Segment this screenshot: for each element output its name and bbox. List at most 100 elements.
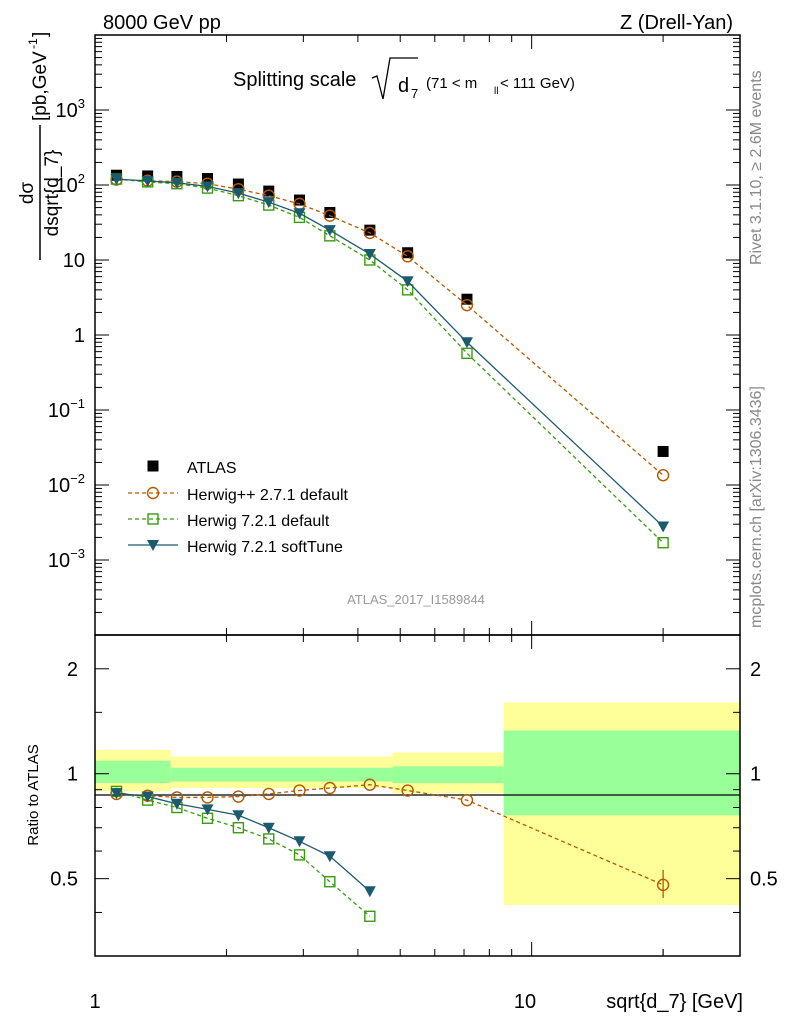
ratio-point	[363, 778, 377, 791]
ratio-band-stat	[392, 766, 504, 784]
data-point	[263, 185, 275, 197]
ratio-point	[293, 836, 306, 848]
legend-label: Herwig 7.2.1 softTune	[187, 539, 343, 556]
ratio-point	[232, 790, 245, 803]
legend-marker	[146, 486, 160, 500]
data-point	[460, 298, 474, 312]
ratio-tick-label-right: 2	[750, 659, 761, 681]
data-point	[401, 276, 414, 288]
plot-title-symbol-sub: 7	[411, 86, 418, 101]
x-tick-labels: 1 10	[89, 991, 536, 1013]
data-point	[323, 225, 336, 237]
ratio-point	[263, 833, 275, 845]
ratio-point	[324, 876, 336, 888]
data-point	[110, 174, 123, 186]
data-point	[170, 177, 183, 189]
ratio-tick-label-left: 2	[67, 659, 78, 681]
legend-marker-atlas	[147, 460, 159, 472]
legend-item-atlas: ATLAS	[147, 460, 237, 477]
y-axis-label-top: dσ dsqrt{d_7} [pb,GeV -1 ]	[17, 32, 63, 260]
x-tick-label: 1	[89, 991, 100, 1013]
series-line	[116, 178, 664, 544]
data-point	[657, 445, 669, 457]
ratio-band-stat	[95, 760, 171, 784]
data-point	[294, 194, 306, 206]
data-point	[657, 521, 670, 533]
data-point	[363, 226, 377, 240]
y-tick-label: 10−3	[48, 546, 85, 572]
y-tick-label: 1	[74, 325, 85, 347]
series-line	[116, 178, 664, 527]
legend-marker	[147, 540, 159, 551]
legend-marker	[147, 460, 159, 472]
ratio-point	[262, 822, 275, 834]
y-tick-label: 10−1	[48, 396, 85, 422]
legend-marker	[147, 513, 159, 525]
data-point	[141, 176, 154, 188]
header-right: Z (Drell-Yan)	[620, 12, 733, 34]
y-tick-label: 103	[56, 96, 85, 122]
y-label-den: dsqrt{d_7}	[42, 150, 63, 237]
ratio-point	[232, 810, 245, 822]
ratio-tick-label-left: 1	[67, 764, 78, 786]
legend-item-herwig7-softtune: Herwig 7.2.1 softTune	[128, 539, 343, 556]
main-series	[110, 169, 670, 549]
ratio-tick-label-left: 0.5	[50, 869, 78, 891]
data-point	[142, 170, 154, 182]
ratio-point	[401, 784, 414, 797]
data-point	[460, 337, 473, 349]
data-point	[262, 197, 275, 209]
ratio-band-stat	[503, 730, 740, 816]
data-point	[323, 209, 337, 222]
data-point	[232, 188, 245, 200]
y-tick-label: 10−2	[48, 471, 85, 497]
legend-marker-herwig7-softtune	[128, 540, 178, 551]
plot-title-symbol: d	[398, 75, 409, 97]
ratio-point	[201, 791, 214, 804]
data-point	[657, 537, 669, 549]
ratio-point	[232, 822, 245, 834]
mcplots-label: mcplots.cern.ch [arXiv:1306.3436]	[748, 386, 765, 628]
plot-title: Splitting scale d 7 (71 < m ll < 111 GeV…	[233, 57, 575, 101]
data-point	[363, 249, 376, 261]
y-tick-labels-bottom: 2 1 0.5 2 1 0.5	[50, 659, 778, 891]
ratio-point	[293, 849, 306, 861]
legend-item-herwigpp: Herwig++ 2.7.1 default	[128, 486, 349, 504]
x-tick-label: 10	[514, 991, 536, 1013]
ratio-point	[262, 787, 275, 801]
ratio-bands	[95, 702, 740, 906]
x-axis-label: sqrt{d_7} [GeV]	[606, 991, 743, 1013]
data-point	[401, 250, 414, 263]
data-point	[324, 206, 336, 218]
sqrt-symbol	[371, 57, 418, 100]
legend-item-herwig7-default: Herwig 7.2.1 default	[128, 513, 330, 530]
plot-title-cut-sub: ll	[494, 86, 498, 97]
y-label-unit-sup: -1	[26, 38, 40, 49]
ratio-point	[201, 804, 214, 816]
axes	[94, 34, 741, 957]
series-line	[116, 178, 664, 476]
y-label-unit-end: ]	[30, 32, 51, 37]
legend-label: Herwig++ 2.7.1 default	[187, 487, 349, 504]
y-label-num: dσ	[17, 182, 38, 205]
legend-marker-herwig7-default	[128, 513, 178, 525]
ratio-tick-label-right: 0.5	[750, 869, 778, 891]
y-label-unit: [pb,GeV	[30, 51, 51, 121]
rivet-label: Rivet 3.1.10, ≥ 2.6M events	[748, 70, 765, 265]
ratio-point	[141, 791, 154, 803]
ratio-point	[460, 793, 474, 807]
ratio-point	[110, 788, 123, 800]
data-point	[293, 208, 306, 220]
ratio-point	[293, 784, 306, 797]
data-point	[461, 347, 473, 360]
ratio-series	[110, 778, 670, 922]
ratio-band-stat	[170, 767, 393, 782]
ratio-point	[364, 910, 376, 922]
legend-label: Herwig 7.2.1 default	[187, 513, 330, 530]
plot-title-cut-end: < 111 GeV)	[500, 75, 575, 92]
data-point	[402, 247, 414, 259]
bottom-panel-frame	[94, 634, 741, 957]
ratio-point	[170, 798, 183, 810]
